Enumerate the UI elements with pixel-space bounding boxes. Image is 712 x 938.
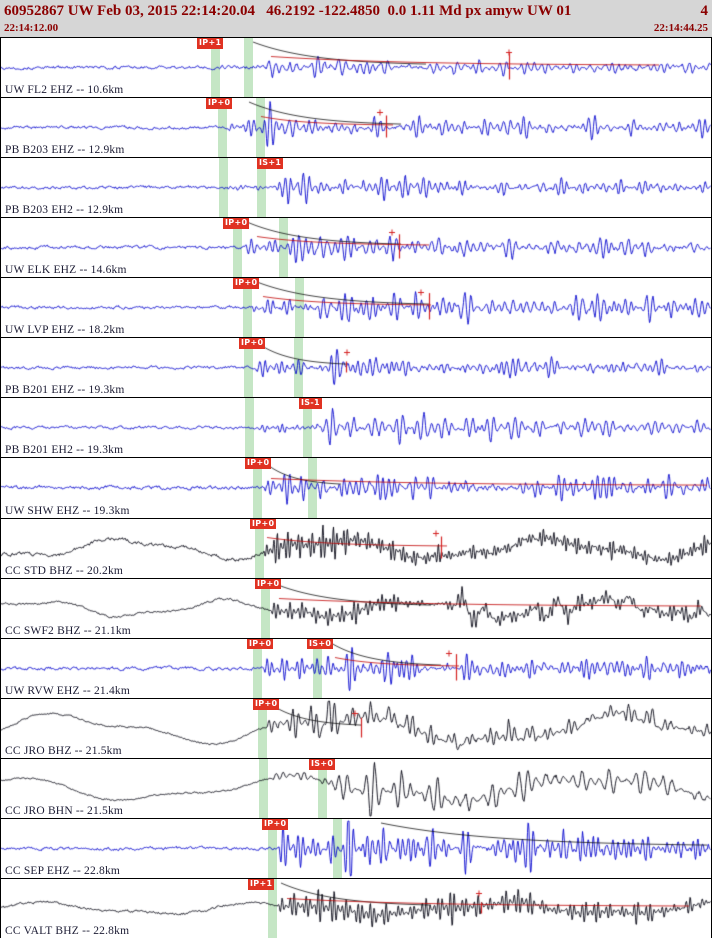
pick-flag[interactable]: IP+0 (239, 338, 266, 350)
waveform-canvas[interactable] (1, 758, 711, 818)
station-label: PB B203 EH2 -- 12.9km (5, 204, 124, 217)
station-label: CC JRO BHN -- 21.5km (5, 804, 124, 817)
waveform-canvas[interactable] (1, 878, 711, 938)
waveform-canvas[interactable] (1, 338, 711, 398)
station-label: PB B201 EHZ -- 19.3km (5, 384, 125, 397)
waveform-canvas[interactable] (1, 578, 711, 638)
waveform-canvas[interactable] (1, 698, 711, 758)
header-right-count: 4 (700, 3, 709, 19)
pick-flag[interactable]: IP+0 (247, 638, 274, 650)
trace-row: IP+1 UW FL2 EHZ -- 10.6km (1, 38, 711, 99)
trace-row: IS+0 CC JRO BHN -- 21.5km (1, 758, 711, 819)
trace-row: IP+0 UW SHW EHZ -- 19.3km (1, 458, 711, 519)
station-label: UW FL2 EHZ -- 10.6km (5, 84, 124, 97)
waveform-canvas[interactable] (1, 518, 711, 578)
waveform-canvas[interactable] (1, 458, 711, 518)
waveform-canvas[interactable] (1, 38, 711, 98)
trace-row: IP+0 CC STD BHZ -- 20.2km (1, 518, 711, 579)
pick-flag[interactable]: IP+1 (197, 38, 224, 49)
event-summary: 60952867 UW Feb 03, 2015 22:14:20.04 46.… (4, 3, 572, 19)
station-label: CC JRO BHZ -- 21.5km (5, 744, 122, 757)
window-start-time: 22:14:12.00 (4, 21, 59, 34)
trace-row: IP+0 CC SEP EHZ -- 22.8km (1, 818, 711, 879)
trace-row: IP+1 CC VALT BHZ -- 22.8km (1, 878, 711, 938)
pick-flag[interactable]: IP+0 (262, 818, 289, 830)
trace-row: IP+0 CC JRO BHZ -- 21.5km (1, 698, 711, 759)
pick-flag[interactable]: IP+0 (206, 98, 233, 109)
station-label: CC STD BHZ -- 20.2km (5, 564, 124, 577)
pick-flag[interactable]: IS+1 (257, 158, 284, 169)
station-label: CC VALT BHZ -- 22.8km (5, 924, 130, 937)
waveform-canvas[interactable] (1, 158, 711, 218)
pick-flag[interactable]: IS+0 (307, 638, 334, 650)
station-label: CC SEP EHZ -- 22.8km (5, 864, 121, 877)
waveform-canvas[interactable] (1, 98, 711, 158)
waveform-canvas[interactable] (1, 218, 711, 278)
trace-row: IP+0 UW ELK EHZ -- 14.6km (1, 218, 711, 279)
station-label: UW LVP EHZ -- 18.2km (5, 324, 125, 337)
pick-flag[interactable]: IP+0 (255, 578, 282, 590)
header: 60952867 UW Feb 03, 2015 22:14:20.04 46.… (0, 0, 712, 39)
trace-row: IP+0 IS+0 UW RVW EHZ -- 21.4km (1, 638, 711, 699)
station-label: PB B203 EHZ -- 12.9km (5, 144, 125, 157)
trace-row: IS+1 PB B203 EH2 -- 12.9km (1, 158, 711, 219)
waveform-canvas[interactable] (1, 818, 711, 878)
station-label: PB B201 EH2 -- 19.3km (5, 444, 124, 457)
window-end-time: 22:14:44.25 (653, 21, 708, 34)
station-label: UW SHW EHZ -- 19.3km (5, 504, 130, 517)
pick-flag[interactable]: IP+0 (253, 698, 280, 710)
pick-flag[interactable]: IP+1 (248, 878, 275, 890)
event-header-line: 60952867 UW Feb 03, 2015 22:14:20.04 46.… (4, 2, 708, 21)
waveform-canvas[interactable] (1, 278, 711, 338)
pick-flag[interactable]: IP+0 (223, 218, 250, 230)
trace-row: IP+0 CC SWF2 BHZ -- 21.1km (1, 578, 711, 639)
station-label: CC SWF2 BHZ -- 21.1km (5, 624, 131, 637)
trace-row: IP+0 PB B201 EHZ -- 19.3km (1, 338, 711, 399)
pick-flag[interactable]: IS-1 (299, 398, 322, 410)
pick-flag[interactable]: IP+0 (233, 278, 260, 290)
trace-list: IP+1 UW FL2 EHZ -- 10.6km IP+0 PB B203 EHZ … (0, 38, 712, 938)
station-label: UW RVW EHZ -- 21.4km (5, 684, 130, 697)
time-window-line: 22:14:12.00 22:14:44.25 (4, 21, 708, 36)
trace-row: IP+0 UW LVP EHZ -- 18.2km (1, 278, 711, 339)
pick-flag[interactable]: IP+0 (250, 518, 277, 530)
waveform-canvas[interactable] (1, 638, 711, 698)
trace-row: IP+0 PB B203 EHZ -- 12.9km (1, 98, 711, 159)
station-label: UW ELK EHZ -- 14.6km (5, 264, 127, 277)
trace-row: IS-1 PB B201 EH2 -- 19.3km (1, 398, 711, 459)
pick-flag[interactable]: IP+0 (245, 458, 272, 470)
pick-flag[interactable]: IS+0 (309, 758, 336, 770)
waveform-canvas[interactable] (1, 398, 711, 458)
